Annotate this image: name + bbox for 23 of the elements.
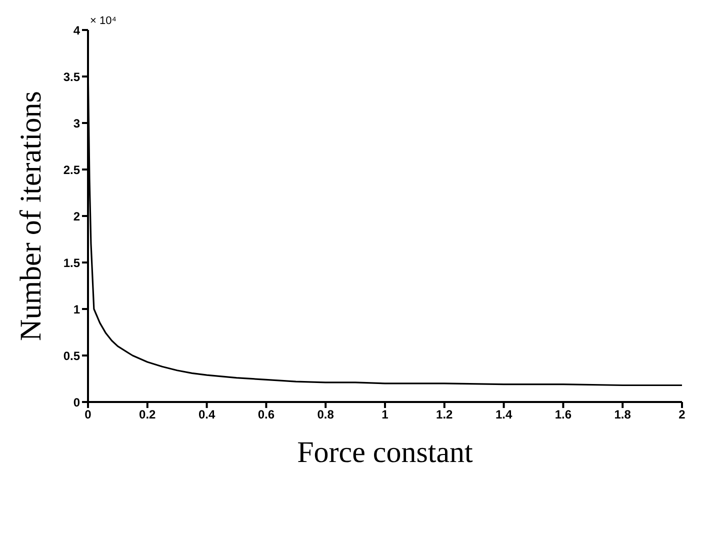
x-tick-label: 1 — [382, 408, 389, 422]
x-tick-label: 0.4 — [198, 408, 216, 422]
y-tick-label: 0 — [73, 395, 80, 410]
x-tick-label: 0 — [84, 408, 92, 422]
x-tick-label: 1.8 — [614, 408, 632, 422]
x-tick-label: 0.2 — [139, 408, 156, 422]
text: × 10⁴ — [90, 15, 117, 27]
y-tick-label: 3.5 — [63, 70, 80, 84]
y-tick-label: 4 — [73, 23, 80, 38]
y-axis-title: Number of iterations — [14, 91, 48, 341]
x-tick-label: 2 — [678, 408, 686, 422]
y-tick-label: 2 — [73, 209, 80, 224]
x-tick-label: 1.2 — [436, 408, 454, 422]
x-tick-label: 1.4 — [495, 408, 512, 422]
y-tick-label: 3 — [73, 116, 80, 130]
x-tick-label: 0.8 — [317, 408, 334, 422]
x-axis-title: Force constant — [297, 436, 474, 469]
y-tick-label: 0.5 — [63, 348, 80, 363]
x-tick-label: 1.6 — [554, 408, 572, 422]
y-tick-label: 2.5 — [63, 162, 80, 177]
y-tick-label: 1.5 — [63, 256, 80, 270]
x-tick-label: 0.6 — [258, 408, 275, 422]
y-tick-label: 1 — [73, 302, 80, 316]
